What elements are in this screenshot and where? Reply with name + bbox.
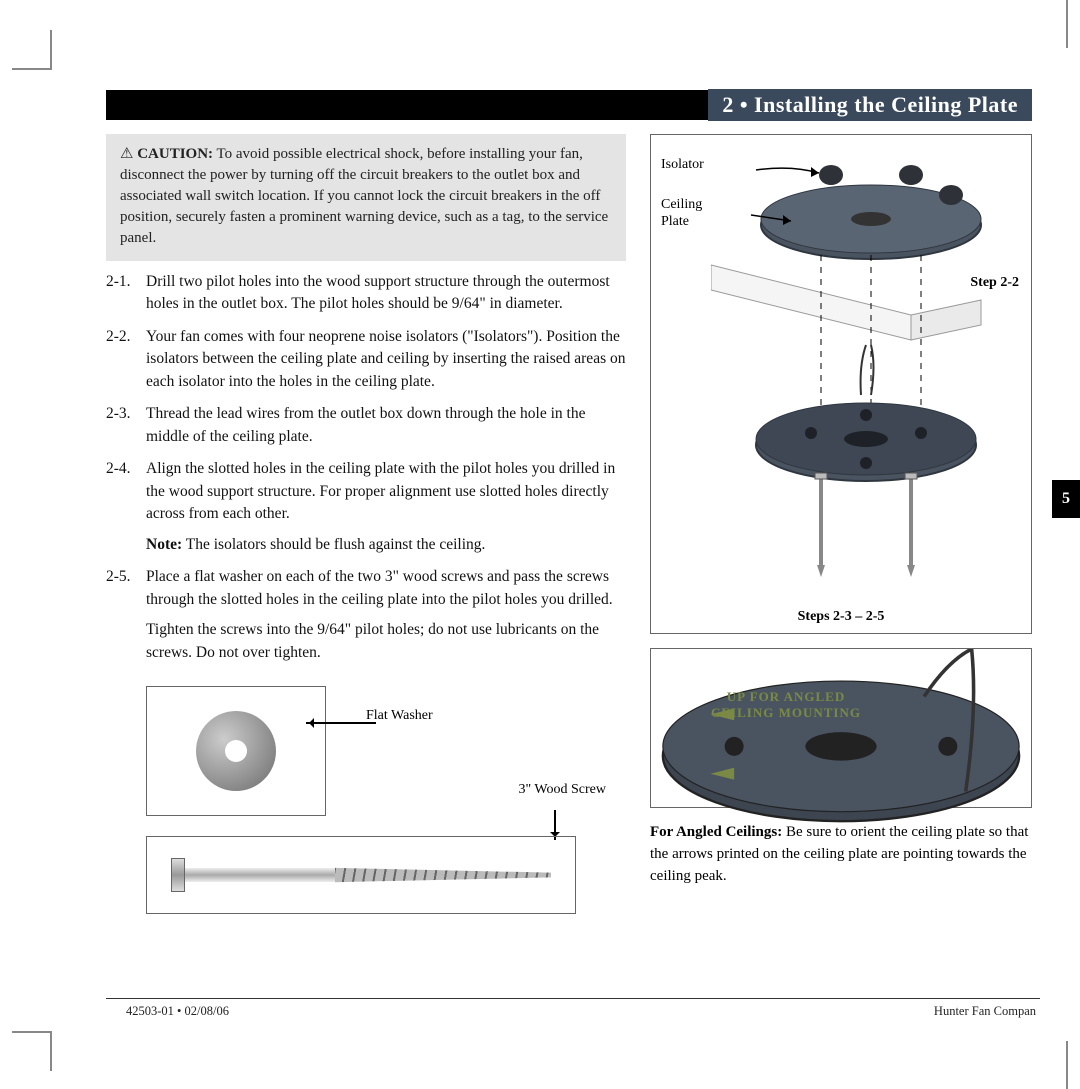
note-label: Note: xyxy=(146,536,182,553)
step-text: Align the slotted holes in the ceiling p… xyxy=(146,460,615,522)
footer-right: Hunter Fan Compan xyxy=(934,1004,1036,1019)
section-header: 2 • Installing the Ceiling Plate xyxy=(106,90,1032,120)
section-title: 2 • Installing the Ceiling Plate xyxy=(708,89,1032,121)
step-item: 2-1. Drill two pilot holes into the wood… xyxy=(106,271,626,316)
step-number: 2-3. xyxy=(106,403,146,448)
step-item: 2-3. Thread the lead wires from the outl… xyxy=(106,403,626,448)
ceiling-plate-diagram-icon xyxy=(711,145,991,625)
step-body: Your fan comes with four neoprene noise … xyxy=(146,326,626,393)
step-number: 2-2. xyxy=(106,326,146,393)
crop-mark xyxy=(1066,1041,1072,1089)
step-subtext: Tighten the screws into the 9/64" pilot … xyxy=(146,619,626,664)
step-number: 2-1. xyxy=(106,271,146,316)
ceiling-plate-label: CeilingPlate xyxy=(661,197,702,231)
page: 2 • Installing the Ceiling Plate ⚠ CAUTI… xyxy=(58,30,1080,1029)
isolator-label: Isolator xyxy=(661,157,704,173)
washer-label: Flat Washer xyxy=(366,708,433,724)
step-item: 2-5. Place a flat washer on each of the … xyxy=(106,566,626,664)
screw-label: 3" Wood Screw xyxy=(518,782,606,798)
step-list: 2-1. Drill two pilot holes into the wood… xyxy=(106,271,626,664)
screw-icon xyxy=(171,862,551,888)
step-item: 2-4. Align the slotted holes in the ceil… xyxy=(106,458,626,556)
footer-left: 42503-01 • 02/08/06 xyxy=(126,1004,229,1019)
angled-plate-icon xyxy=(651,649,1031,839)
step-body: Drill two pilot holes into the wood supp… xyxy=(146,271,626,316)
divider xyxy=(106,998,1040,999)
washer-figure xyxy=(146,686,326,816)
step-number: 2-5. xyxy=(106,566,146,664)
figure-column: Isolator CeilingPlate Step 2-2 Steps 2-3… xyxy=(650,134,1032,916)
figure-ceiling-plate: Isolator CeilingPlate Step 2-2 Steps 2-3… xyxy=(650,134,1032,634)
angled-plate-text: UP FOR ANGLED CEILING MOUNTING xyxy=(711,689,861,721)
crop-mark xyxy=(12,30,52,70)
step-item: 2-2. Your fan comes with four neoprene n… xyxy=(106,326,626,393)
screw-figure xyxy=(146,836,576,914)
step-body: Thread the lead wires from the outlet bo… xyxy=(146,403,626,448)
step-note: Note: The isolators should be flush agai… xyxy=(146,534,626,556)
note-text: The isolators should be flush against th… xyxy=(186,536,486,553)
page-footer: 42503-01 • 02/08/06 Hunter Fan Compan xyxy=(126,1004,1036,1019)
washer-icon xyxy=(196,711,276,791)
caution-box: ⚠ CAUTION: To avoid possible electrical … xyxy=(106,134,626,261)
page-number-tab: 5 xyxy=(1052,480,1080,518)
warning-icon: ⚠ xyxy=(120,146,137,162)
text-column: ⚠ CAUTION: To avoid possible electrical … xyxy=(106,134,626,916)
figure-angled-ceiling: UP FOR ANGLED CEILING MOUNTING xyxy=(650,648,1032,808)
caution-label: CAUTION: xyxy=(137,146,213,162)
step-text: Place a flat washer on each of the two 3… xyxy=(146,568,613,607)
hardware-diagram: Flat Washer 3" Wood Screw xyxy=(106,686,626,916)
crop-mark xyxy=(12,1031,52,1071)
step-body: Align the slotted holes in the ceiling p… xyxy=(146,458,626,556)
content-columns: ⚠ CAUTION: To avoid possible electrical … xyxy=(106,134,1032,916)
step-number: 2-4. xyxy=(106,458,146,556)
step-body: Place a flat washer on each of the two 3… xyxy=(146,566,626,664)
